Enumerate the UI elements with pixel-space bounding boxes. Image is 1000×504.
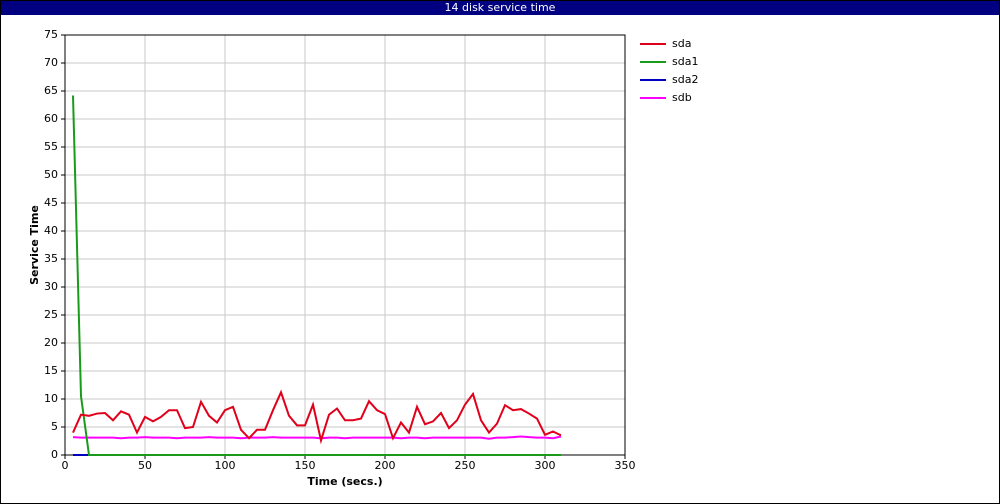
y-tick-label: 10 [44, 392, 58, 405]
series-line [72, 95, 561, 456]
x-tick-label: 50 [138, 459, 152, 472]
legend-label: sda [672, 37, 691, 50]
y-tick-label: 55 [44, 140, 58, 153]
y-tick-label: 5 [51, 420, 58, 433]
y-tick-label: 60 [44, 112, 58, 125]
y-tick-label: 20 [44, 336, 58, 349]
series-line [72, 435, 562, 440]
x-tick-label: 250 [455, 459, 476, 472]
title-bar [1, 1, 999, 15]
y-tick-label: 35 [44, 252, 58, 265]
x-tick-label: 150 [295, 459, 316, 472]
legend-label: sdb [672, 91, 692, 104]
x-tick-label: 100 [215, 459, 236, 472]
x-tick-label: 0 [62, 459, 69, 472]
x-tick-label: 350 [615, 459, 636, 472]
legend-label: sda1 [672, 55, 698, 68]
y-tick-label: 75 [44, 28, 58, 41]
y-tick-label: 30 [44, 280, 58, 293]
y-tick-label: 40 [44, 224, 58, 237]
y-tick-label: 70 [44, 56, 58, 69]
y-tick-label: 50 [44, 168, 58, 181]
chart-title: 14 disk service time [445, 1, 556, 14]
series-line [72, 389, 562, 445]
x-axis-label: Time (secs.) [307, 475, 382, 488]
x-tick-label: 200 [375, 459, 396, 472]
y-axis-label: Service Time [28, 205, 41, 285]
legend-label: sda2 [672, 73, 698, 86]
y-tick-label: 0 [51, 448, 58, 461]
x-tick-label: 300 [535, 459, 556, 472]
y-tick-label: 25 [44, 308, 58, 321]
y-tick-label: 45 [44, 196, 58, 209]
y-tick-label: 65 [44, 84, 58, 97]
y-tick-label: 15 [44, 364, 58, 377]
